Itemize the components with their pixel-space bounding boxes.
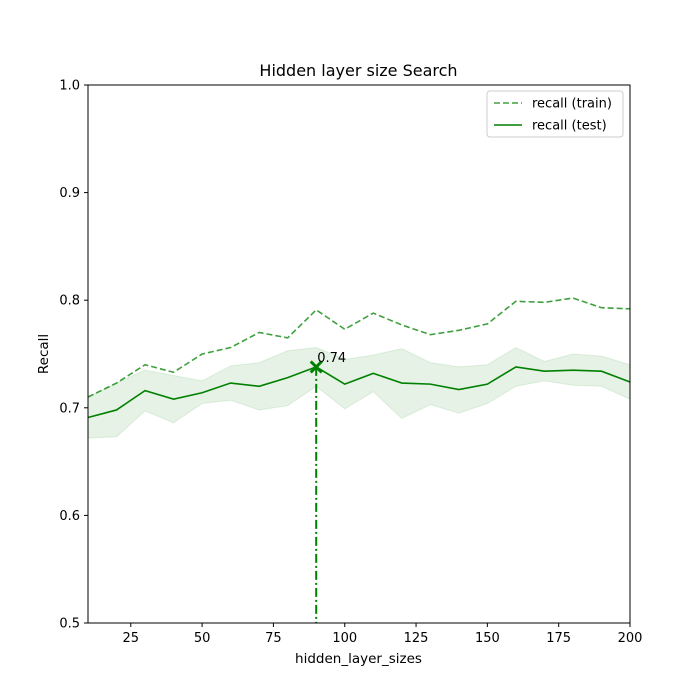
y-axis-label: Recall (36, 334, 52, 374)
x-tick-label: 175 (546, 631, 571, 646)
x-tick-label: 25 (123, 631, 140, 646)
x-tick-label: 200 (618, 631, 643, 646)
x-tick-label: 75 (265, 631, 282, 646)
y-tick-label: 0.8 (59, 294, 80, 309)
y-tick-label: 0.5 (59, 617, 80, 632)
x-axis-label: hidden_layer_sizes (295, 651, 422, 667)
series-line-test (87, 366, 631, 419)
best-score-marker (309, 360, 323, 374)
legend-label-test: recall (test) (532, 119, 607, 134)
chart-title: Hidden layer size Search (259, 61, 457, 80)
x-tick-label: 150 (475, 631, 500, 646)
x-tick-label: 50 (194, 631, 211, 646)
y-tick-label: 0.6 (59, 509, 80, 524)
series-line-train (87, 297, 631, 398)
x-tick-label: 100 (332, 631, 357, 646)
legend-label-train: recall (train) (532, 97, 612, 112)
x-tick-label: 125 (404, 631, 429, 646)
best-score-label: 0.74 (317, 351, 346, 366)
legend: recall (train) recall (test) (486, 90, 624, 138)
y-tick-label: 1.0 (59, 79, 80, 94)
y-tick-label: 0.7 (59, 401, 80, 416)
y-tick-label: 0.9 (59, 186, 80, 201)
axes-frame (87, 84, 631, 624)
plot-area: 0.74 25 50 75 100 125 150 175 200 0.5 0.6 0.7 0.8 0.9… (59, 79, 642, 647)
